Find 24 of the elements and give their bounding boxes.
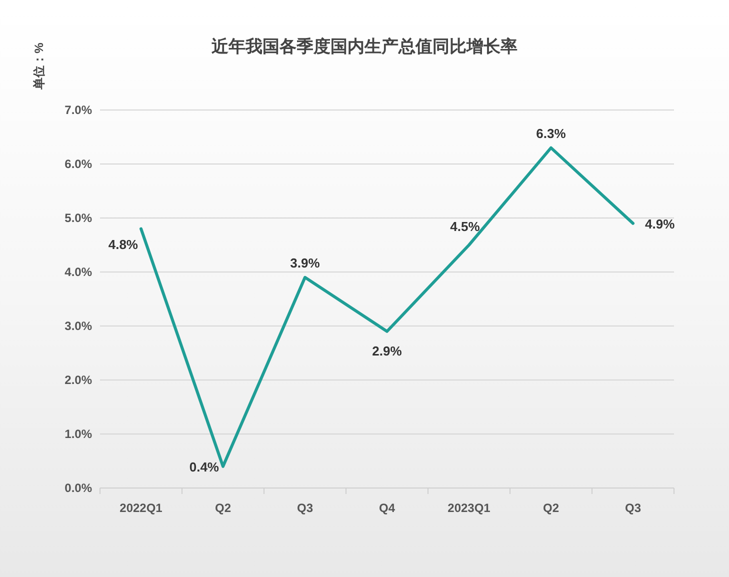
x-tick-label: Q2 (542, 501, 560, 515)
y-tick-label: 7.0% (64, 103, 92, 118)
data-label: 0.4% (189, 459, 220, 474)
y-axis-title: 单位：% (32, 42, 46, 90)
x-tick-label: 2022Q1 (120, 501, 163, 515)
y-tick-label: 3.0% (64, 319, 92, 334)
y-tick-label: 2.0% (64, 373, 92, 388)
y-tick-label: 5.0% (64, 211, 92, 226)
data-label: 2.9% (372, 343, 402, 358)
data-label: 4.5% (450, 219, 480, 234)
data-label: 4.9% (645, 216, 676, 232)
y-tick-label: 4.0% (64, 265, 92, 280)
x-tick-label: 2023Q1 (448, 501, 491, 515)
data-label: 3.9% (290, 255, 320, 270)
x-tick-label: Q3 (624, 501, 642, 515)
data-label: 6.3% (536, 126, 566, 141)
x-tick-label: Q4 (378, 501, 396, 515)
chart-title: 近年我国各季度国内生产总值同比增长率 (210, 37, 518, 56)
x-tick-label: Q2 (214, 501, 232, 515)
data-label: 4.8% (108, 236, 138, 252)
x-tick-label: Q3 (296, 501, 314, 515)
y-tick-label: 6.0% (64, 157, 92, 172)
y-tick-label: 0.0% (64, 481, 92, 496)
y-tick-label: 1.0% (64, 427, 92, 442)
